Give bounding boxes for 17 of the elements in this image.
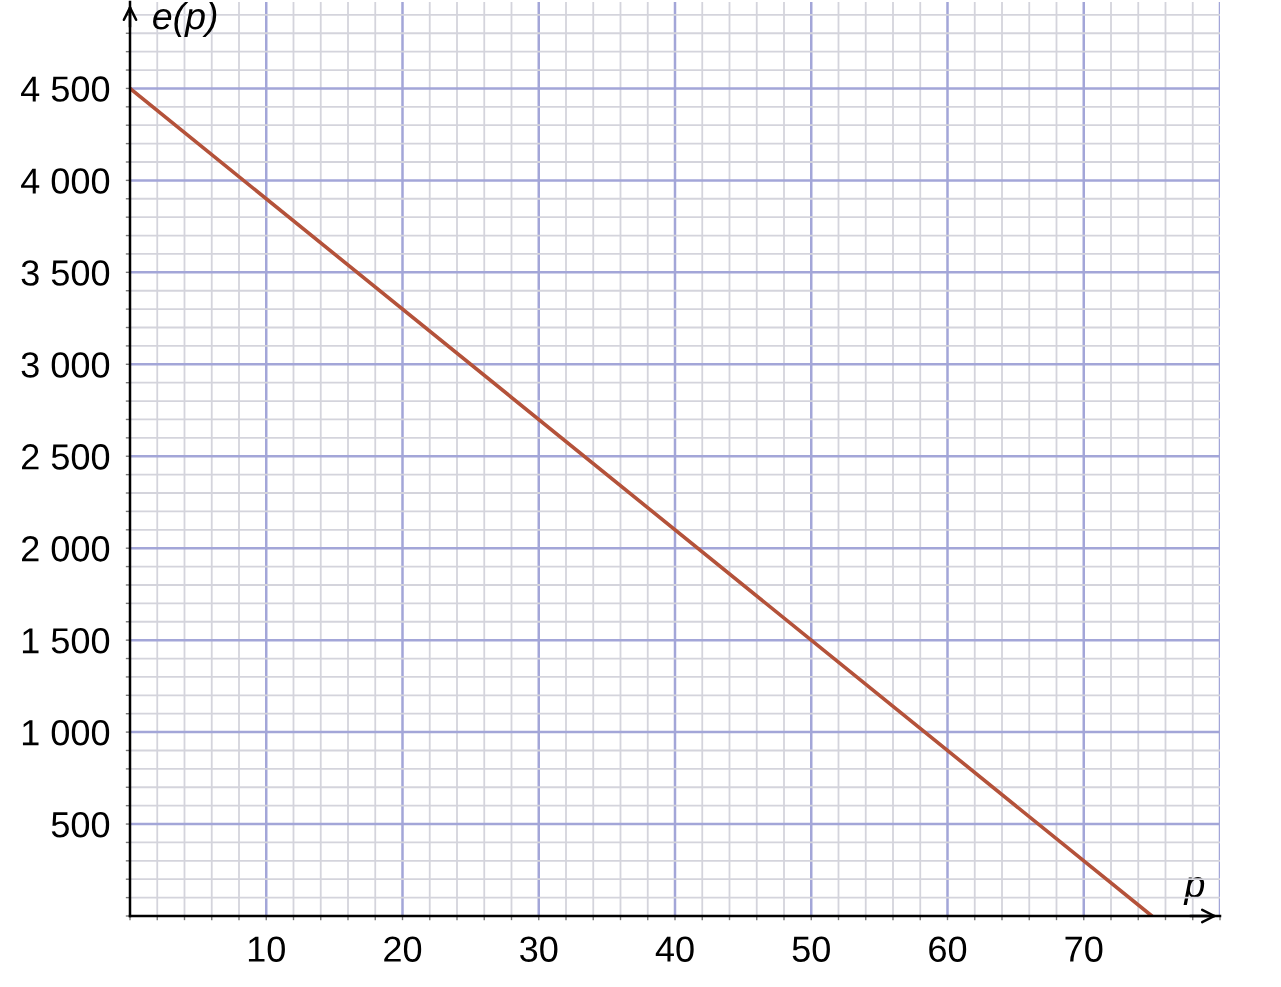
x-tick-label: 30 xyxy=(520,936,558,962)
y-tick-label: 500 xyxy=(51,811,110,838)
y-tick-label: 1 500 xyxy=(22,628,110,654)
x-tick-label: 20 xyxy=(384,936,422,962)
y-tick-label: 2 000 xyxy=(22,536,110,562)
y-tick-label: 3 500 xyxy=(21,260,110,286)
y-axis-title: e(p) xyxy=(153,2,217,37)
x-tick-label: 50 xyxy=(792,936,830,962)
y-tick-label: 2 500 xyxy=(22,444,110,470)
x-tick-label: 40 xyxy=(655,936,694,962)
x-tick-label: 10 xyxy=(248,936,285,962)
x-tick-label: 70 xyxy=(1065,936,1103,962)
x-tick-label: 60 xyxy=(929,936,967,962)
y-tick-label: 3 000 xyxy=(21,352,110,378)
y-tick-label: 4 000 xyxy=(21,168,110,194)
y-tick-label: 4 500 xyxy=(21,76,110,102)
y-tick-label: 1 000 xyxy=(22,719,110,746)
